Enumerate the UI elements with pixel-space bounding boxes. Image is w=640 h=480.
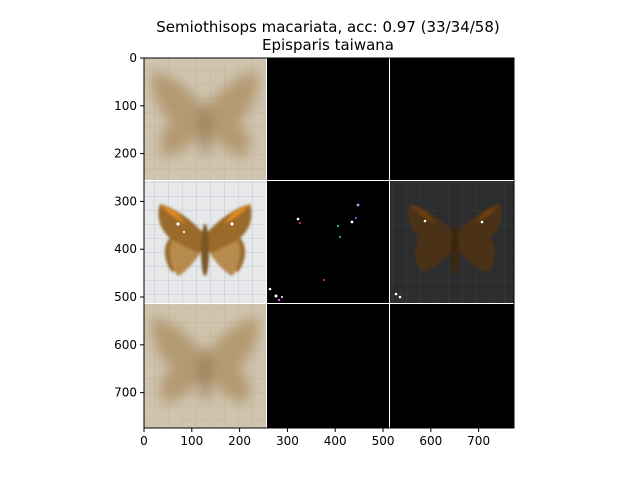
x-tick-label: 0 [140,434,148,448]
y-tick-label: 0 [129,51,137,65]
x-axis: 0 100 200 300 400 500 600 700 [140,428,490,448]
y-tick-label: 400 [114,242,137,256]
x-tick-label: 200 [228,434,251,448]
x-tick-label: 400 [324,434,347,448]
y-tick-label: 500 [114,290,137,304]
axes-frame [143,57,515,429]
y-axis: 0 100 200 300 400 500 600 700 [114,51,144,400]
x-tick-label: 700 [467,434,490,448]
y-tick-label: 600 [114,338,137,352]
chart-title-line2: Episparis taiwana [262,36,394,54]
panel-r2-c2 [390,304,514,428]
x-tick-label: 600 [419,434,442,448]
y-tick-label: 100 [114,99,137,113]
y-tick-label: 300 [114,194,137,208]
x-tick-label: 300 [276,434,299,448]
chart-title-line1: Semiothisops macariata, acc: 0.97 (33/34… [156,18,499,36]
panel-r1-c0 [144,181,266,303]
image-grid [144,58,514,428]
panel-r1-c2 [390,181,514,303]
x-tick-label: 500 [372,434,395,448]
panel-r2-c0 [144,304,266,428]
panel-r0-c1 [267,58,389,180]
y-tick-label: 700 [114,386,137,400]
panel-r0-c0 [144,58,266,180]
panel-r2-c1 [267,304,389,428]
panel-r1-c1 [267,181,389,303]
x-tick-label: 100 [180,434,203,448]
y-tick-label: 200 [114,147,137,161]
panel-r0-c2 [390,58,514,180]
